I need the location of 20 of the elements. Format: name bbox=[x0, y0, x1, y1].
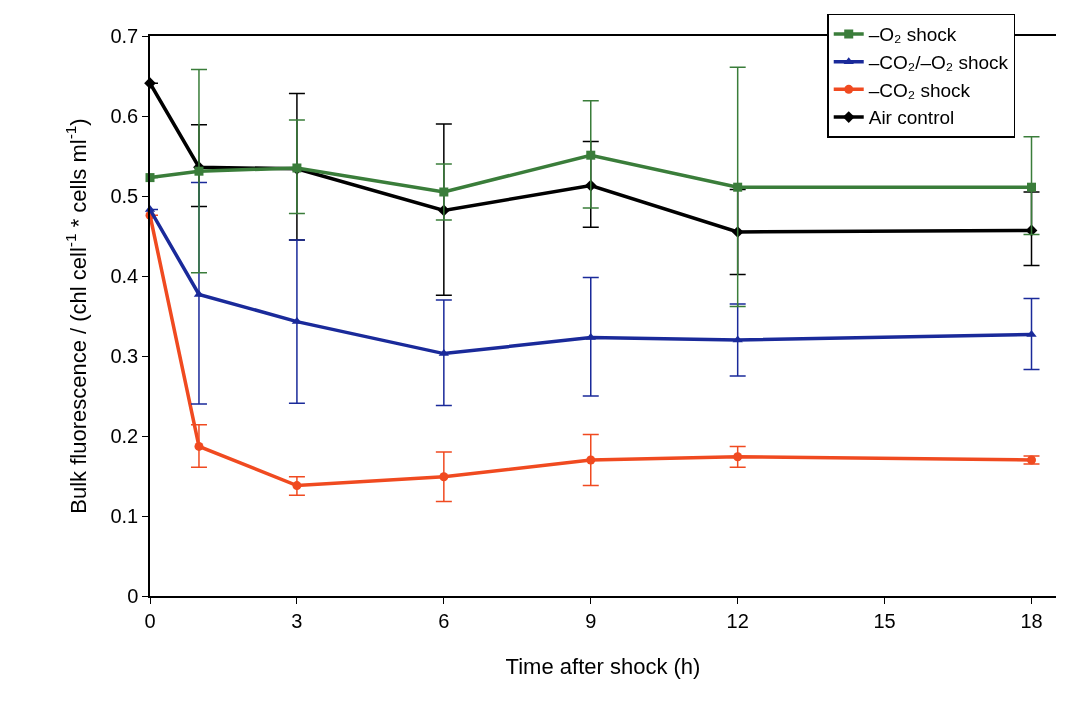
x-tick-label: 9 bbox=[585, 609, 597, 632]
x-tick-label: 18 bbox=[1020, 609, 1043, 632]
legend-label: –O₂ shock bbox=[868, 24, 957, 46]
y-tick-label: 0.4 bbox=[110, 265, 139, 287]
y-tick-label: 0.7 bbox=[110, 25, 139, 47]
x-tick-label: 15 bbox=[873, 609, 896, 632]
y-tick-label: 0.5 bbox=[110, 185, 139, 207]
x-axis-title: Time after shock (h) bbox=[505, 654, 701, 680]
x-tick-label: 12 bbox=[726, 609, 749, 632]
legend-label: Air control bbox=[868, 107, 955, 129]
y-tick-label: 0.1 bbox=[110, 505, 139, 527]
x-tick-label: 6 bbox=[438, 609, 450, 632]
legend-label: –CO₂ shock bbox=[868, 79, 971, 101]
y-tick-label: 0.2 bbox=[110, 425, 139, 447]
y-tick-label: 0.3 bbox=[110, 345, 139, 367]
x-tick-label: 3 bbox=[291, 609, 303, 632]
y-tick-label: 0 bbox=[127, 585, 139, 607]
y-tick-label: 0.6 bbox=[110, 105, 139, 127]
legend-label: –CO₂/–O₂ shock bbox=[868, 52, 1009, 74]
x-tick-label: 0 bbox=[144, 609, 156, 632]
